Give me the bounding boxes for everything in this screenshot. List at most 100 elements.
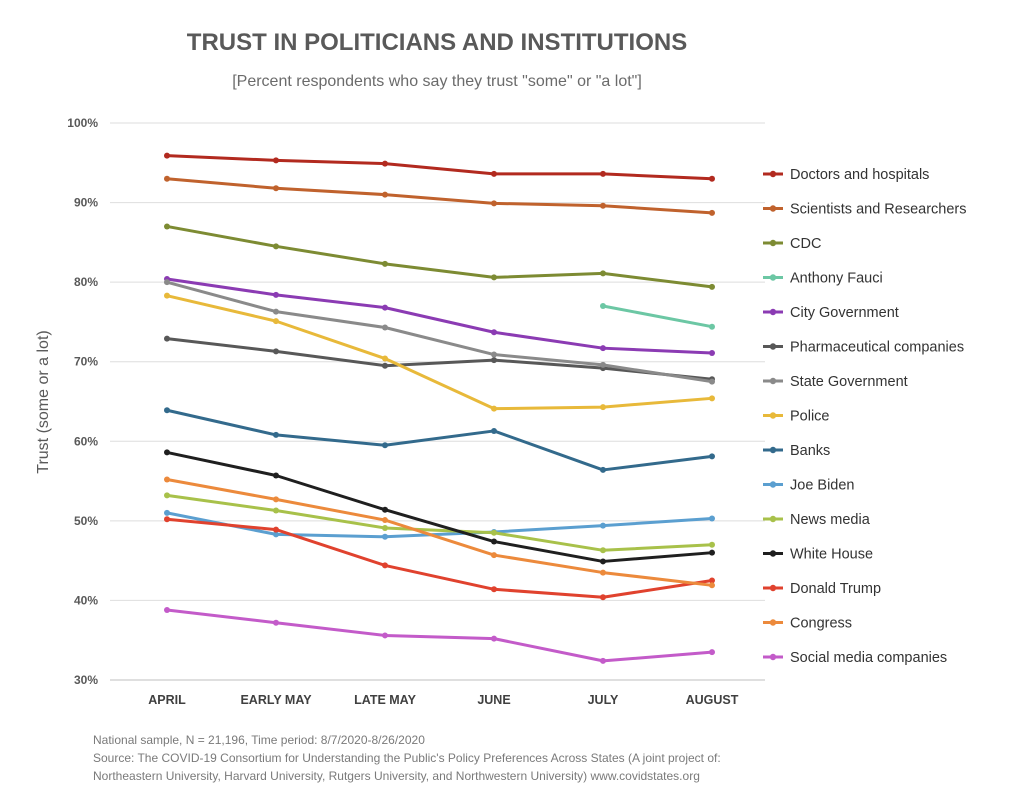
- data-point-banks: [600, 466, 606, 473]
- series-police: [164, 292, 715, 412]
- legend-marker: [769, 239, 777, 247]
- data-point-state-government: [273, 308, 279, 315]
- series-line-joe-biden: [165, 511, 714, 539]
- data-point-cdc: [709, 283, 715, 290]
- data-point-cdc: [491, 274, 497, 281]
- data-point-doctors-and-hospitals: [164, 152, 170, 159]
- data-point-banks: [164, 407, 170, 414]
- data-point-donald-trump: [709, 577, 715, 584]
- data-point-scientists-and-researchers: [709, 209, 715, 216]
- legend-marker: [769, 446, 777, 454]
- y-tick-label: 30%: [74, 673, 98, 687]
- data-point-pharmaceutical-companies: [164, 335, 170, 342]
- footnote-source: Source: The COVID-19 Consortium for Unde…: [93, 751, 721, 765]
- legend-marker: [769, 274, 777, 281]
- legend-label: Donald Trump: [790, 581, 881, 597]
- legend-label: Doctors and hospitals: [790, 167, 929, 183]
- legend-label: Police: [790, 409, 830, 425]
- data-point-donald-trump: [491, 586, 497, 593]
- x-tick-label: EARLY MAY: [240, 693, 312, 707]
- data-point-cdc: [273, 243, 279, 250]
- data-point-pharmaceutical-companies: [382, 362, 388, 369]
- data-point-city-government: [491, 329, 497, 336]
- legend-label: Banks: [790, 443, 830, 459]
- y-tick-label: 50%: [74, 514, 98, 528]
- data-point-congress: [709, 582, 715, 589]
- legend-item-social-media-companies: Social media companies: [763, 650, 947, 666]
- data-point-police: [491, 405, 497, 412]
- data-point-cdc: [382, 260, 388, 267]
- data-point-donald-trump: [382, 562, 388, 569]
- series-line-doctors-and-hospitals: [165, 154, 714, 181]
- legend-label: State Government: [790, 374, 908, 390]
- series-city-government: [164, 275, 715, 356]
- data-point-police: [709, 395, 715, 402]
- y-tick-label: 40%: [74, 593, 98, 607]
- data-point-white-house: [600, 558, 606, 565]
- data-point-congress: [600, 569, 606, 576]
- data-point-white-house: [382, 506, 388, 513]
- data-point-state-government: [709, 378, 715, 385]
- series-cdc: [164, 223, 715, 290]
- series-line-pharmaceutical-companies: [165, 337, 714, 381]
- series-line-cdc: [165, 224, 714, 289]
- data-point-news-media: [709, 541, 715, 548]
- legend-marker: [769, 412, 777, 419]
- data-point-white-house: [491, 538, 497, 545]
- legend-label: City Government: [790, 305, 899, 321]
- legend-marker: [769, 308, 777, 316]
- data-point-white-house: [709, 549, 715, 556]
- series-line-social-media-companies: [165, 608, 714, 663]
- series-anthony-fauci: [600, 303, 715, 330]
- data-point-news-media: [164, 492, 170, 499]
- series-joe-biden: [164, 509, 715, 540]
- y-tick-label: 100%: [67, 116, 98, 130]
- series-donald-trump: [164, 516, 715, 601]
- legend-item-anthony-fauci: Anthony Fauci: [763, 271, 883, 287]
- footnote-sample: National sample, N = 21,196, Time period…: [93, 733, 425, 747]
- data-point-police: [600, 404, 606, 411]
- y-tick-label: 90%: [74, 196, 98, 210]
- data-point-news-media: [273, 507, 279, 514]
- data-point-doctors-and-hospitals: [382, 160, 388, 167]
- legend-marker: [769, 619, 777, 626]
- series-scientists-and-researchers: [164, 175, 715, 216]
- data-point-donald-trump: [600, 594, 606, 601]
- data-point-scientists-and-researchers: [600, 202, 606, 209]
- legend-item-city-government: City Government: [763, 305, 899, 321]
- data-point-scientists-and-researchers: [491, 200, 497, 207]
- data-point-state-government: [600, 361, 606, 368]
- legend-label: Pharmaceutical companies: [790, 340, 964, 356]
- data-point-scientists-and-researchers: [273, 185, 279, 192]
- series-doctors-and-hospitals: [164, 152, 715, 182]
- legend-marker: [769, 653, 777, 661]
- data-point-anthony-fauci: [709, 323, 715, 330]
- data-point-state-government: [164, 279, 170, 286]
- footnote-source-continued: Northeastern University, Harvard Univers…: [93, 769, 700, 783]
- legend-marker: [769, 584, 777, 592]
- data-point-congress: [382, 517, 388, 524]
- legend-marker: [769, 377, 777, 385]
- series-lines: [164, 152, 715, 664]
- legend-label: Anthony Fauci: [790, 271, 883, 287]
- data-point-congress: [491, 552, 497, 559]
- data-point-pharmaceutical-companies: [491, 357, 497, 364]
- data-point-state-government: [491, 351, 497, 358]
- legend-label: White House: [790, 547, 873, 563]
- data-point-scientists-and-researchers: [164, 175, 170, 182]
- legend-item-cdc: CDC: [763, 236, 821, 252]
- data-point-cdc: [164, 223, 170, 230]
- y-axis-ticks: 30% 40% 50% 60% 70% 80% 90% 100%: [67, 116, 98, 687]
- legend-label: News media: [790, 512, 871, 528]
- series-line-white-house: [165, 450, 714, 563]
- series-line-scientists-and-researchers: [165, 177, 714, 215]
- legend-item-police: Police: [763, 409, 830, 425]
- data-point-joe-biden: [382, 533, 388, 540]
- x-tick-label: APRIL: [148, 693, 186, 707]
- data-point-joe-biden: [273, 531, 279, 538]
- legend-item-congress: Congress: [763, 616, 852, 632]
- data-point-pharmaceutical-companies: [273, 348, 279, 355]
- series-congress: [164, 476, 715, 589]
- data-point-congress: [273, 496, 279, 503]
- y-axis-label: Trust (some or a lot): [35, 330, 52, 473]
